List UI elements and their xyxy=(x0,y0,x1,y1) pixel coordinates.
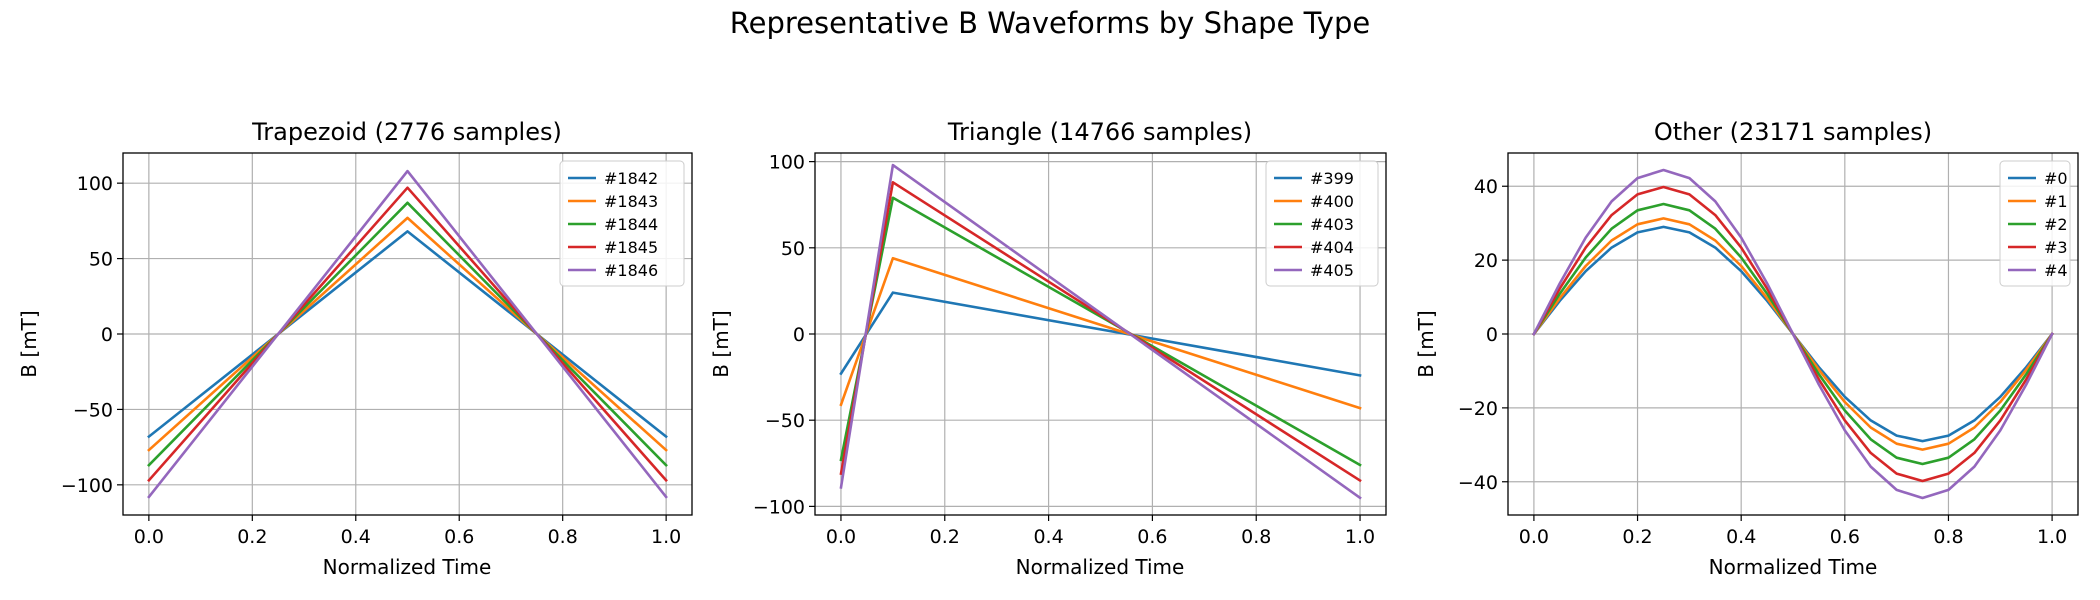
y-tick-label: 50 xyxy=(89,249,113,271)
x-tick-label: 0.2 xyxy=(237,526,267,548)
chart-title: Trapezoid (2776 samples) xyxy=(251,118,562,146)
figure-suptitle: Representative B Waveforms by Shape Type xyxy=(730,6,1370,40)
legend-label: #1845 xyxy=(604,238,658,257)
y-tick-label: 100 xyxy=(769,152,805,174)
y-tick-label: 0 xyxy=(101,324,113,346)
legend-label: #2 xyxy=(2044,215,2068,234)
x-tick-label: 0.8 xyxy=(548,526,578,548)
y-tick-label: −100 xyxy=(61,475,113,497)
series-line-1845 xyxy=(147,186,668,483)
series-lines xyxy=(839,163,1362,500)
legend-label: #4 xyxy=(2044,261,2068,280)
chart-title: Triangle (14766 samples) xyxy=(947,118,1252,146)
y-tick-label: 20 xyxy=(1474,250,1498,272)
series-line-405 xyxy=(839,163,1362,500)
chart-panel-triangle: Triangle (14766 samples) Normalized Time… xyxy=(709,118,1387,579)
legend: #1842 #1843 #1844 #1845 #1846 xyxy=(559,160,685,287)
legend-label: #400 xyxy=(1310,192,1354,211)
legend-label: #1846 xyxy=(604,261,658,280)
x-tick-label: 0.2 xyxy=(930,526,960,548)
legend-label: #403 xyxy=(1310,215,1354,234)
y-tick-label: −50 xyxy=(73,399,113,421)
axes-frame xyxy=(122,152,693,516)
series-line-1842 xyxy=(147,230,668,439)
legend-label: #1843 xyxy=(604,192,658,211)
x-tick-label: 1.0 xyxy=(2037,526,2067,548)
chart-panel-trapezoid: Trapezoid (2776 samples) Normalized Time… xyxy=(17,118,693,579)
series-line-400 xyxy=(839,256,1362,410)
legend-label: #399 xyxy=(1310,169,1354,188)
y-tick-label: −100 xyxy=(753,496,805,518)
y-tick-label: 0 xyxy=(1486,324,1498,346)
axes-frame xyxy=(814,152,1387,516)
series-line-399 xyxy=(839,291,1362,377)
series-line-1843 xyxy=(147,216,668,452)
x-axis-label: Normalized Time xyxy=(323,555,492,579)
x-tick-label: 0.4 xyxy=(1033,526,1063,548)
y-tick-label: −40 xyxy=(1458,472,1498,494)
chart-panel-other: Other (23171 samples) Normalized Time B … xyxy=(1414,118,2079,579)
y-tick-label: −50 xyxy=(765,410,805,432)
x-tick-label: 0.0 xyxy=(1519,526,1549,548)
x-tick-label: 0.4 xyxy=(341,526,371,548)
legend-label: #1844 xyxy=(604,215,658,234)
legend: #399 #400 #403 #404 #405 xyxy=(1265,160,1379,287)
x-tick-label: 0.2 xyxy=(1622,526,1652,548)
series-line-1844 xyxy=(147,201,668,468)
series-lines xyxy=(147,169,668,499)
legend-label: #3 xyxy=(2044,238,2068,257)
y-axis-label: B [mT] xyxy=(17,310,41,377)
x-tick-label: 1.0 xyxy=(651,526,681,548)
axes-frame xyxy=(1507,152,2079,516)
x-tick-label: 0.0 xyxy=(826,526,856,548)
x-tick-label: 0.4 xyxy=(1726,526,1756,548)
y-tick-label: −20 xyxy=(1458,398,1498,420)
x-tick-label: 0.8 xyxy=(1933,526,1963,548)
legend-label: #405 xyxy=(1310,261,1354,280)
y-tick-label: 0 xyxy=(793,324,805,346)
y-tick-label: 50 xyxy=(781,238,805,260)
legend-label: #1 xyxy=(2044,192,2068,211)
legend-label: #1842 xyxy=(604,169,658,188)
series-line-1846 xyxy=(147,169,668,499)
x-tick-label: 0.8 xyxy=(1241,526,1271,548)
x-tick-label: 0.6 xyxy=(1830,526,1860,548)
chart-title: Other (23171 samples) xyxy=(1654,118,1932,146)
x-axis-label: Normalized Time xyxy=(1709,555,1878,579)
x-tick-label: 0.0 xyxy=(134,526,164,548)
legend-label: #404 xyxy=(1310,238,1354,257)
x-axis-label: Normalized Time xyxy=(1016,555,1185,579)
y-axis-label: B [mT] xyxy=(709,310,733,377)
legend-box xyxy=(1265,160,1379,287)
series-line-4 xyxy=(1532,168,2054,500)
legend-label: #0 xyxy=(2044,169,2068,188)
y-tick-label: 100 xyxy=(77,173,113,195)
y-axis-label: B [mT] xyxy=(1414,310,1438,377)
legend-box xyxy=(559,160,685,287)
x-tick-label: 0.6 xyxy=(1137,526,1167,548)
series-lines xyxy=(1532,168,2054,500)
y-tick-label: 40 xyxy=(1474,176,1498,198)
legend: #0 #1 #2 #3 #4 xyxy=(1999,160,2071,287)
x-tick-label: 1.0 xyxy=(1345,526,1375,548)
x-tick-label: 0.6 xyxy=(444,526,474,548)
